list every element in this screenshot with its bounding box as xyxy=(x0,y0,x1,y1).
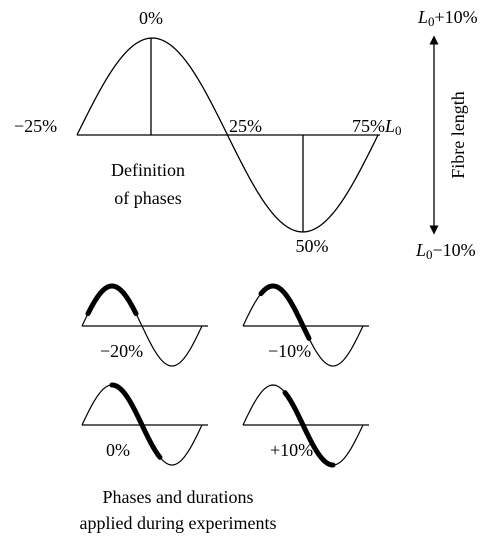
applied-segment xyxy=(282,390,336,468)
length-subscript: 0 xyxy=(395,123,402,138)
length-subscript: 0 xyxy=(426,247,433,262)
phase-label: 75% xyxy=(352,116,385,136)
phase-label: −25% xyxy=(14,116,57,136)
caption: Definition xyxy=(111,160,185,180)
phase-label: 0% xyxy=(106,440,130,460)
phase-label: 50% xyxy=(296,236,329,256)
axis-label: Fibre length xyxy=(448,91,468,179)
phase-label: −10% xyxy=(268,341,311,361)
phase-label: 25% xyxy=(229,116,262,136)
length-symbol: L xyxy=(417,7,428,27)
length-subscript: 0 xyxy=(428,14,435,29)
length-suffix: +10% xyxy=(435,7,478,27)
length-symbol: L xyxy=(415,240,426,260)
caption: applied during experiments xyxy=(80,513,277,533)
phase-label: −20% xyxy=(100,341,143,361)
phase-label: 75%L0 xyxy=(352,116,402,138)
applied-segment xyxy=(85,283,139,317)
length-suffix: −10% xyxy=(433,240,476,260)
applied-segment xyxy=(258,283,312,341)
caption: Phases and durations xyxy=(103,487,254,507)
applied-segment xyxy=(109,382,163,460)
phase-label: +10% xyxy=(270,440,313,460)
phase-label: 0% xyxy=(139,8,163,28)
length-symbol: L xyxy=(384,116,395,136)
length-max: L0+10% xyxy=(417,7,478,29)
caption: of phases xyxy=(114,188,181,208)
length-min: L0−10% xyxy=(415,240,476,262)
experiment-panels: −20% −10% 0% +10% xyxy=(81,283,369,468)
sine-curve xyxy=(76,37,379,233)
